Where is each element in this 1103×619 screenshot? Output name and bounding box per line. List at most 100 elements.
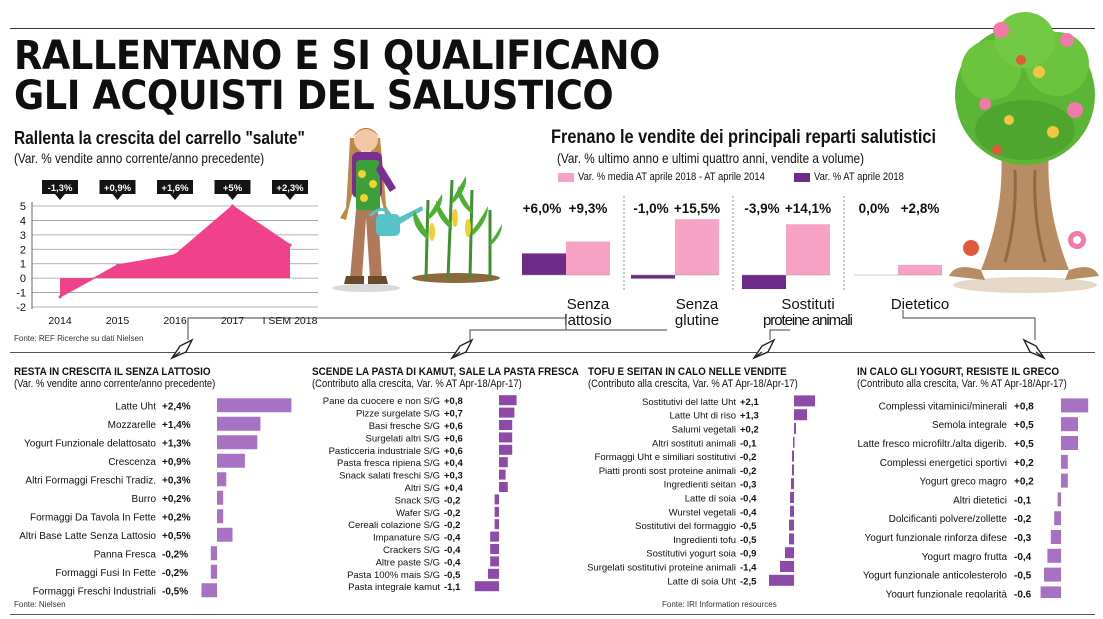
panel-dietetic-title: IN CALO GLI YOGURT, RESISTE IL GRECO <box>857 366 1060 378</box>
bar <box>1061 398 1089 413</box>
category-label: Snack salati freschi S/G <box>339 471 440 482</box>
category-label: Sostitutivi del formaggio <box>635 521 736 532</box>
category-label: Altre paste S/G <box>376 557 440 568</box>
legend-label-four-year: Var. % media AT aprile 2018 - AT aprile … <box>578 171 765 183</box>
category-label: Pane da cuocere e non S/G <box>323 396 440 407</box>
value-label: -0,4 <box>444 545 461 556</box>
bar <box>1061 417 1078 432</box>
legend-label-last-year: Var. % AT aprile 2018 <box>814 171 904 183</box>
category-label: Altri Formaggi Freschi Tradiz. <box>25 475 156 486</box>
corn-plants-illustration <box>412 176 502 283</box>
legend-swatch-four-year <box>558 173 574 182</box>
label-four-year: +2,8% <box>901 201 940 216</box>
data-label-box <box>42 180 78 194</box>
category-label: Formaggi Uht e similiari sostitutivi <box>595 452 736 463</box>
category-label: glutine <box>675 312 719 329</box>
value-label: -0,5% <box>162 586 188 597</box>
value-label: -0,2% <box>162 568 188 579</box>
bar <box>210 546 217 561</box>
value-label: -0,5 <box>740 521 757 532</box>
panel-lactose-subtitle: (Var. % vendite anno corrente/anno prece… <box>14 378 216 390</box>
value-label: -0,2 <box>740 452 756 463</box>
value-label: +0,9% <box>162 457 191 468</box>
value-label: -0,4 <box>740 494 757 505</box>
value-label: +2,4% <box>162 401 191 412</box>
grouped-chart-title: Frenano le vendite dei principali repart… <box>551 127 937 148</box>
category-label: Sostitutivi del latte Uht <box>642 397 736 408</box>
label-four-year: +14,1% <box>785 201 831 216</box>
value-label: -0,4 <box>444 557 461 568</box>
value-label: +0,8 <box>444 396 463 407</box>
bar <box>1050 530 1061 544</box>
bar <box>490 531 499 542</box>
y-tick-label: 3 <box>20 230 26 242</box>
main-title: RALLENTANO E SI QUALIFICANO GLI ACQUISTI… <box>14 36 676 116</box>
lactose-bar-chart: Latte Uht +2,4% Mozzarelle +1,4% Yogurt Funz… <box>19 398 292 598</box>
category-label: Senza <box>676 296 719 313</box>
category-label: Ingredienti tofu <box>673 535 736 546</box>
category-label: Surgelati sostitutivi proteine animali <box>587 563 736 574</box>
category-label: Cereali colazione S/G <box>348 520 440 531</box>
dietetic-bar-chart: Complessi vitaminici/minerali +0,8 Semola … <box>857 398 1089 598</box>
bar-four-year <box>566 241 610 275</box>
pen-icon-3 <box>752 338 776 360</box>
category-label: Pasta fresca ripiena S/G <box>337 458 440 469</box>
substitutes-source: Fonte: IRI Information resources <box>662 600 777 609</box>
category-label: Yogurt greco magro <box>920 477 1008 488</box>
value-label: +0,3% <box>162 475 191 486</box>
value-label: +1,3 <box>740 411 759 422</box>
category-label: Salumi vegetali <box>672 425 736 436</box>
value-label: +0,5 <box>1014 439 1034 450</box>
category-label: Altri sostituti animali <box>652 438 736 449</box>
value-label: +0,4 <box>444 458 463 469</box>
y-tick-label: -2 <box>16 302 26 314</box>
value-label: -0,4 <box>444 533 461 544</box>
bar <box>490 556 499 567</box>
bar <box>780 561 794 572</box>
value-label: -0,5 <box>740 535 757 546</box>
bar <box>794 395 815 407</box>
category-label: lattosio <box>564 312 612 329</box>
bar <box>792 464 794 476</box>
bar <box>794 423 796 434</box>
bar <box>201 583 217 598</box>
value-label: -0,2 <box>444 495 460 506</box>
bar <box>1061 454 1068 469</box>
y-tick-label: 1 <box>20 259 26 271</box>
area-chart-subtitle: (Var. % vendite anno corrente/anno prece… <box>14 150 265 166</box>
category-label: Wafer S/G <box>396 508 440 519</box>
bar <box>210 564 217 579</box>
category-label: Yogurt Funzionale delattosato <box>24 438 156 449</box>
value-label: -0,2 <box>740 466 756 477</box>
data-label: +1,6% <box>161 183 189 194</box>
bar <box>217 509 224 524</box>
value-label: -0,3 <box>1014 533 1032 544</box>
value-label: -0,2 <box>1014 514 1032 525</box>
legend-swatch-last-year <box>794 173 810 182</box>
bar <box>217 416 261 431</box>
x-tick-label: 2015 <box>106 315 130 327</box>
tree-illustration <box>949 12 1099 293</box>
value-label: +0,6 <box>444 433 463 444</box>
bar <box>474 581 499 592</box>
category-label: Complessi vitaminici/minerali <box>879 401 1007 412</box>
bar-recent <box>742 275 786 290</box>
panel-dietetic-subtitle: (Contributo alla crescita, Var. % AT Apr… <box>857 378 1067 390</box>
bar <box>793 436 795 448</box>
data-point <box>58 295 62 299</box>
value-label: +0,8 <box>1014 401 1034 412</box>
value-label: +0,6 <box>444 421 463 432</box>
category-label: Complessi energetici sportivi <box>880 458 1007 469</box>
category-label: Altri Base Latte Senza Lattosio <box>19 531 156 542</box>
bar <box>792 450 794 462</box>
data-label-box <box>214 180 251 194</box>
pen-icon-4 <box>1022 338 1046 360</box>
value-label: -0,3 <box>740 480 756 491</box>
data-label-pointer <box>227 194 238 200</box>
bar <box>217 490 224 505</box>
data-label: -1,3% <box>48 183 73 194</box>
bar <box>490 544 499 554</box>
x-tick-label: 2017 <box>221 315 245 327</box>
value-label: -0,4 <box>1014 552 1032 563</box>
